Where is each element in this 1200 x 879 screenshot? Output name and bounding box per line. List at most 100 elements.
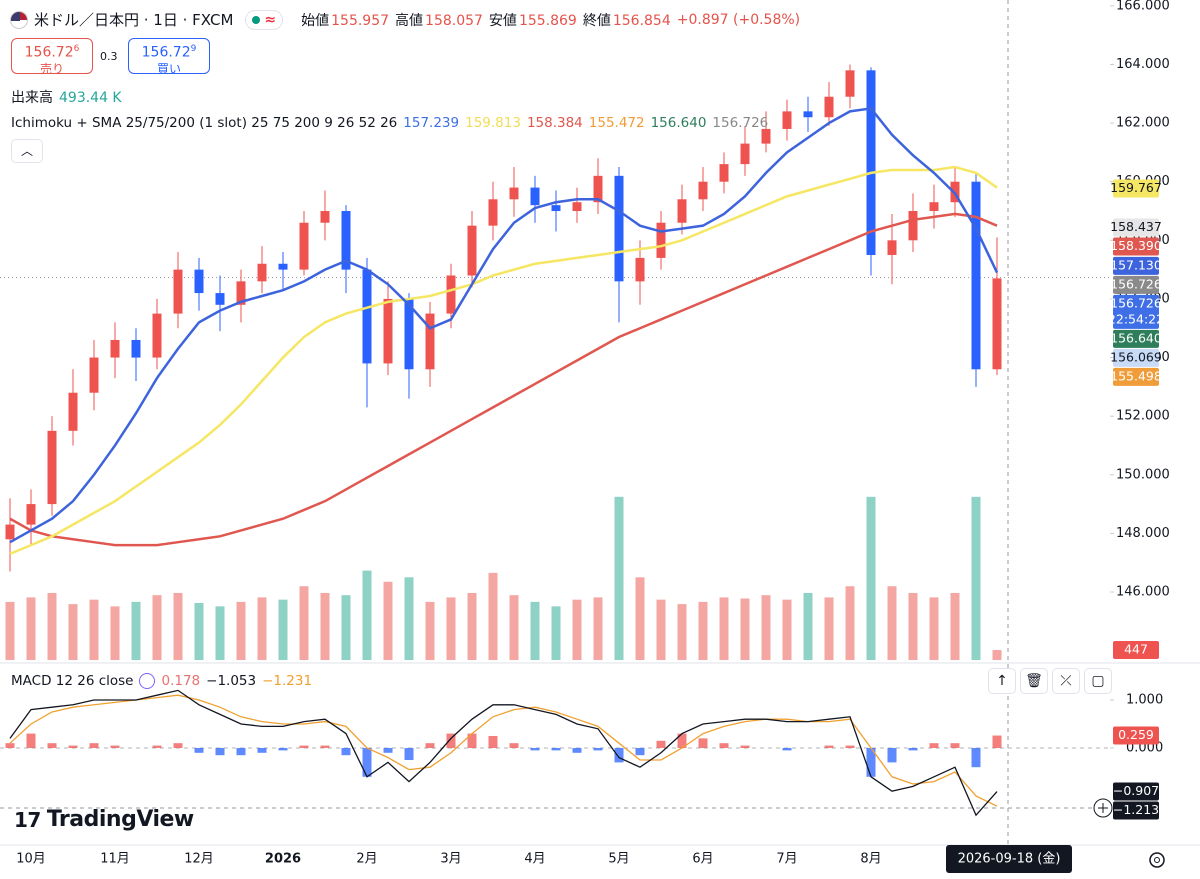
histogram-bar [488, 735, 498, 748]
sell-button[interactable]: 156.726 売り [11, 38, 93, 76]
volume-bar [131, 601, 141, 660]
candle-body [698, 181, 708, 200]
candle-body [803, 111, 813, 118]
macd-icon[interactable] [139, 673, 156, 689]
candle-body [509, 187, 519, 200]
candle-body [404, 298, 414, 370]
price-label: 159.767 [1110, 180, 1162, 195]
histogram-bar [89, 743, 99, 748]
volume-label-box [1113, 641, 1159, 660]
pane-tools: ↑ 🗑 ⤫ ▢ [988, 668, 1112, 694]
candle-body [152, 313, 162, 358]
candle-body [719, 164, 729, 182]
histogram-bar [908, 747, 918, 751]
price-label-box [1113, 801, 1159, 820]
spread: 0.3 [100, 50, 118, 63]
histogram-bar [824, 745, 834, 748]
legend-value: 0.178 [161, 673, 201, 689]
plus-button[interactable] [1093, 798, 1113, 818]
candle-body [614, 175, 624, 282]
candle-body [908, 211, 918, 241]
volume-bar [740, 598, 750, 660]
cursor-date-box [946, 845, 1072, 873]
candle-body [572, 202, 582, 212]
collapse-button[interactable]: ︿ [11, 139, 43, 163]
volume-bar [761, 595, 771, 660]
ohlc-label: 終値 [582, 12, 611, 29]
indicator-legend: Ichimoku + SMA 25/75/200 (1 slot) 25 75 … [11, 115, 768, 131]
candle-body [677, 199, 687, 223]
volume-bar [887, 586, 897, 660]
candle-body [425, 313, 435, 370]
logo-text: TradingView [46, 807, 194, 832]
maximize-button[interactable]: ▢ [1084, 668, 1112, 694]
volume-bar [5, 601, 15, 660]
candle-body [341, 211, 351, 270]
sell-label: 売り [39, 61, 64, 76]
macd-label[interactable]: MACD 12 26 close [11, 673, 134, 689]
volume-bar [215, 606, 225, 660]
cursor-date: 2026-09-18 (金) [958, 852, 1061, 867]
price-label-box [1113, 218, 1159, 237]
ohlc-value: 158.057 [425, 12, 483, 29]
buy-button[interactable]: 156.729 買い [128, 38, 210, 76]
settings-icon[interactable] [1149, 852, 1165, 868]
price-label-box [1113, 294, 1159, 329]
price-label: 156.640 [1110, 330, 1162, 345]
volume-bar [614, 496, 624, 660]
indicator-label[interactable]: Ichimoku + SMA 25/75/200 (1 slot) 25 75 … [11, 115, 398, 131]
move-up-button[interactable]: ↑ [988, 668, 1016, 694]
x-tick-label: 8月 [860, 852, 881, 867]
volume-bar [677, 604, 687, 660]
candle-body [845, 70, 855, 97]
status-pill[interactable]: ≈ [245, 9, 284, 30]
candle-body [383, 298, 393, 364]
volume-bar [908, 592, 918, 660]
volume-bar [845, 586, 855, 660]
histogram-bar [68, 745, 78, 748]
candle-body [68, 392, 78, 431]
collapse-pane-button[interactable]: ⤫ [1052, 668, 1080, 694]
volume-bar [236, 601, 246, 660]
histogram-bar [635, 747, 645, 756]
legend-value: −1.231 [262, 673, 313, 689]
candle-body [320, 211, 330, 223]
candle-body [971, 181, 981, 370]
candle-body [488, 199, 498, 226]
volume-bar [824, 597, 834, 660]
symbol[interactable]: 米ドル／日本円 · 1日 · FXCM [34, 11, 234, 29]
macd-line [9, 689, 998, 817]
histogram-bar [446, 733, 456, 748]
candle-body [635, 257, 645, 282]
candle-body [236, 281, 246, 305]
histogram-bar [110, 745, 120, 748]
price-label-box [1113, 726, 1159, 745]
ohlc-value: 155.957 [331, 12, 390, 29]
candle-body [656, 222, 666, 258]
volume-bar [404, 577, 414, 660]
y-tick-label: 146.000 [1116, 585, 1170, 600]
volume-bar [362, 570, 372, 660]
x-tick-label: 5月 [608, 852, 629, 867]
histogram-bar [257, 747, 267, 753]
delete-button[interactable]: 🗑 [1020, 668, 1048, 694]
price-label: 156.726 [1110, 295, 1162, 310]
histogram-bar [278, 747, 288, 751]
y-tick-label: 152.000 [1116, 409, 1170, 424]
volume-bar [383, 581, 393, 660]
histogram-bar [929, 743, 939, 748]
volume-bar [698, 601, 708, 660]
price-label: 158.437 [1110, 219, 1162, 234]
histogram-bar [845, 745, 855, 748]
flag-icon [10, 10, 28, 29]
candle-body [866, 70, 876, 255]
histogram-bar [467, 733, 477, 748]
candle-body [131, 339, 141, 358]
volume-bar [803, 592, 813, 660]
x-tick-label: 7月 [776, 852, 797, 867]
histogram-bar [740, 745, 750, 748]
histogram-bar [593, 747, 603, 751]
histogram-bar [719, 743, 729, 748]
volume-bar [635, 577, 645, 660]
histogram-bar [299, 745, 309, 748]
